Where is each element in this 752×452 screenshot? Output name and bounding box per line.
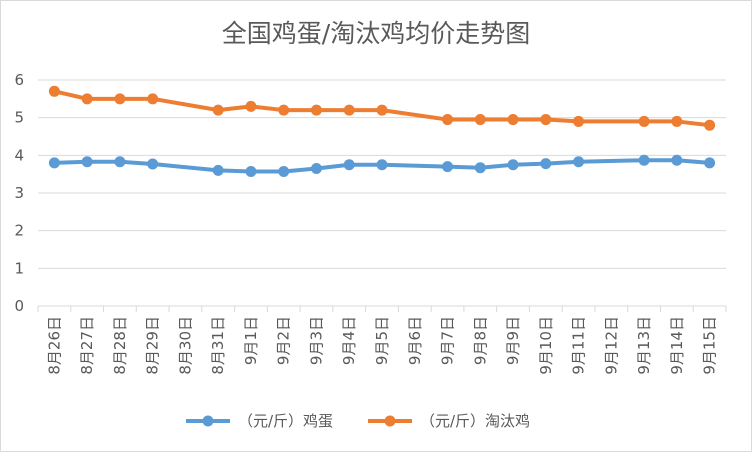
legend-label: （元/斤）鸡蛋 — [238, 412, 333, 430]
data-point — [704, 157, 716, 169]
data-point — [310, 104, 322, 116]
data-point — [671, 115, 683, 127]
x-tick-label: 9月13日 — [635, 316, 653, 375]
data-point — [638, 115, 650, 127]
y-axis-ticks: 0 1 2 3 4 5 6 — [14, 71, 24, 315]
data-point — [343, 104, 355, 116]
legend: （元/斤）鸡蛋 （元/斤）淘汰鸡 — [186, 412, 530, 430]
data-point — [147, 158, 159, 170]
series-0 — [48, 154, 716, 178]
legend-marker — [384, 415, 396, 427]
series-1 — [48, 85, 716, 131]
x-tick-label: 8月31日 — [209, 316, 227, 375]
x-tick-label: 8月30日 — [176, 316, 194, 375]
x-tick-label: 9月1日 — [242, 316, 260, 365]
chart-title: 全国鸡蛋/淘汰鸡均价走势图 — [221, 19, 531, 48]
y-tick-label: 1 — [14, 259, 24, 277]
y-tick-label: 6 — [14, 71, 24, 89]
data-point — [474, 114, 486, 126]
data-point — [147, 93, 159, 105]
data-point — [442, 114, 454, 126]
y-tick-label: 4 — [14, 146, 24, 164]
x-tick-label: 9月5日 — [373, 316, 391, 365]
legend-item: （元/斤）淘汰鸡 — [368, 412, 530, 430]
series-lines — [48, 85, 716, 178]
data-point — [278, 104, 290, 116]
x-tick-label: 9月3日 — [307, 316, 325, 365]
data-point — [114, 156, 126, 168]
data-point — [212, 104, 224, 116]
y-tick-label: 5 — [14, 109, 24, 127]
data-point — [212, 164, 224, 176]
legend-item: （元/斤）鸡蛋 — [186, 412, 333, 430]
data-point — [573, 115, 585, 127]
data-point — [114, 93, 126, 105]
data-point — [48, 157, 60, 169]
legend-label: （元/斤）淘汰鸡 — [420, 412, 530, 430]
data-point — [704, 119, 716, 131]
x-tick-label: 9月2日 — [275, 316, 293, 365]
x-tick-label: 9月9日 — [504, 316, 522, 365]
x-tick-label: 8月29日 — [144, 316, 162, 375]
data-point — [573, 156, 585, 168]
x-axis-ticks: 8月26日 8月27日 8月28日 8月29日 8月30日 8月31日 9月1日 9月2日 9月… — [45, 316, 718, 375]
data-point — [81, 93, 93, 105]
data-point — [376, 104, 388, 116]
x-tick-label: 9月4日 — [340, 316, 358, 365]
data-point — [376, 159, 388, 171]
x-tick-label: 9月15日 — [701, 316, 719, 375]
data-point — [507, 114, 519, 126]
gridlines — [37, 79, 727, 312]
x-tick-label: 8月28日 — [111, 316, 129, 375]
data-point — [638, 154, 650, 166]
x-tick-label: 9月8日 — [471, 316, 489, 365]
data-point — [671, 154, 683, 166]
data-point — [442, 161, 454, 173]
data-point — [278, 166, 290, 178]
legend-marker — [202, 415, 214, 427]
x-tick-label: 9月7日 — [439, 316, 457, 365]
x-tick-label: 9月11日 — [570, 316, 588, 375]
data-point — [343, 159, 355, 171]
data-point — [540, 158, 552, 170]
x-tick-label: 9月14日 — [668, 316, 686, 375]
data-point — [81, 156, 93, 168]
data-point — [474, 162, 486, 174]
x-tick-label: 8月27日 — [78, 316, 96, 375]
x-tick-label: 8月26日 — [45, 316, 63, 375]
data-point — [507, 159, 519, 171]
data-point — [245, 100, 257, 112]
x-tick-label: 9月6日 — [406, 316, 424, 365]
x-tick-label: 9月10日 — [537, 316, 555, 375]
data-point — [48, 85, 60, 97]
data-point — [310, 163, 322, 175]
data-point — [540, 114, 552, 126]
y-tick-label: 0 — [14, 297, 24, 315]
data-point — [245, 166, 257, 178]
y-tick-label: 3 — [14, 184, 24, 202]
x-tick-label: 9月12日 — [602, 316, 620, 375]
y-tick-label: 2 — [14, 222, 24, 240]
